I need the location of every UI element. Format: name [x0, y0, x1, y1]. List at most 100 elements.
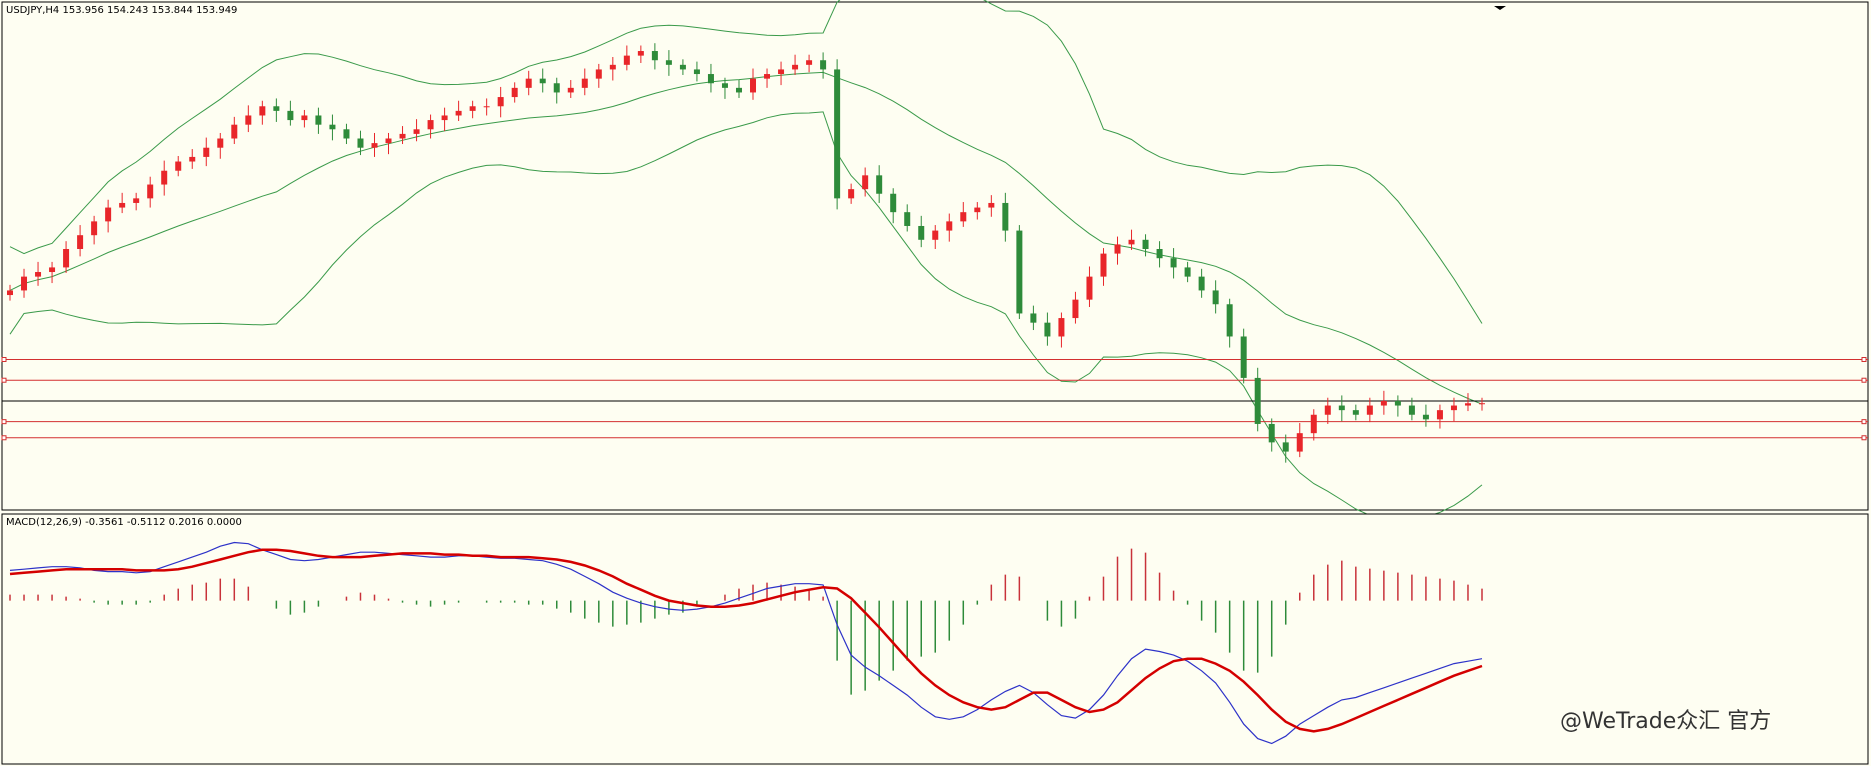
candle-body: [1086, 276, 1093, 300]
candle-body: [301, 115, 308, 121]
candle-body: [862, 175, 869, 190]
candle-body: [525, 78, 532, 88]
candle-body: [105, 207, 112, 222]
candle-body: [119, 202, 126, 208]
candle-body: [623, 55, 630, 65]
candle-body: [974, 207, 981, 213]
candle-body: [904, 212, 911, 226]
candle-body: [245, 115, 252, 125]
candle-body: [651, 51, 658, 61]
candle-body: [63, 249, 70, 268]
candle-body: [497, 97, 504, 107]
candle-body: [315, 115, 322, 125]
candle-body: [1002, 202, 1009, 231]
candle-body: [890, 193, 897, 213]
candle-body: [1142, 239, 1149, 249]
candle-body: [1408, 405, 1415, 415]
candle-body: [1030, 313, 1037, 323]
candle-body: [1324, 405, 1331, 415]
candle-body: [273, 106, 280, 111]
candle-body: [77, 235, 84, 249]
candle-body: [693, 69, 700, 75]
candle-body: [539, 78, 546, 84]
candle-body: [1436, 410, 1443, 420]
candle-body: [1240, 336, 1247, 378]
level-handle-right-0[interactable]: [1861, 357, 1867, 362]
macd-line: [9, 541, 1483, 745]
candle-body: [1450, 405, 1457, 411]
candle-body: [1422, 414, 1429, 420]
candle-body: [49, 267, 56, 273]
candle-body: [581, 78, 588, 88]
candle-body: [1479, 403, 1485, 405]
level-handle-left-3[interactable]: [1, 419, 7, 425]
candle-body: [161, 170, 168, 185]
candle-body: [287, 110, 294, 121]
candle-body: [21, 276, 28, 291]
candle-body: [679, 64, 686, 70]
candle-body: [834, 69, 841, 199]
candle-body: [1058, 318, 1065, 337]
candle-body: [147, 184, 154, 199]
candle-body: [1198, 276, 1205, 291]
candle-body: [1464, 403, 1471, 406]
candle-body: [91, 221, 98, 236]
bollinger-middle-band: [9, 71, 1483, 405]
level-handle-right-3[interactable]: [1861, 419, 1867, 425]
candle-body: [1016, 230, 1023, 314]
candle-body: [1114, 244, 1121, 254]
candle-body: [469, 106, 476, 111]
candle-body: [1212, 290, 1219, 305]
candle-body: [371, 143, 378, 148]
candle-body: [735, 87, 742, 93]
macd-panel: [9, 541, 1483, 745]
level-handle-right-4[interactable]: [1861, 435, 1867, 441]
candle-body: [357, 138, 364, 148]
candle-body: [1310, 414, 1317, 434]
candle-body: [1170, 258, 1177, 268]
candle-body: [413, 129, 420, 134]
candle-body: [217, 138, 224, 148]
top-marker: [1494, 6, 1506, 10]
candle-body: [721, 83, 728, 88]
candle-body: [707, 74, 714, 84]
level-handle-right-1[interactable]: [1861, 377, 1867, 383]
candle-body: [609, 64, 616, 70]
candle-body: [399, 133, 406, 139]
candle-body: [553, 83, 560, 93]
price-panel-title: USDJPY,H4 153.956 154.243 153.844 153.94…: [6, 5, 237, 16]
candle-body: [1338, 405, 1345, 411]
candle-body: [1366, 405, 1373, 415]
candle-body: [231, 124, 238, 139]
candle-body: [595, 69, 602, 79]
candle-body: [259, 106, 266, 116]
candle-body: [665, 60, 672, 65]
candle-body: [806, 60, 813, 65]
candle-body: [385, 138, 392, 144]
bollinger-upper-band: [9, 0, 1483, 324]
candle-body: [1282, 442, 1289, 452]
candle-body: [1380, 400, 1387, 406]
candle-body: [35, 272, 42, 277]
candle-body: [7, 290, 13, 296]
candle-body: [637, 51, 644, 56]
macd-signal-line: [9, 548, 1483, 733]
candle-body: [932, 230, 939, 240]
level-handle-left-0[interactable]: [1, 357, 7, 362]
candle-body: [764, 74, 771, 79]
candle-body: [189, 156, 196, 162]
bollinger-lower-band: [9, 111, 1483, 521]
price-panel-frame: [1, 1, 1869, 511]
candle-body: [441, 115, 448, 121]
candle-body: [427, 120, 434, 130]
candle-body: [343, 129, 350, 139]
candle-body: [1394, 400, 1401, 406]
candle-body: [1254, 377, 1261, 424]
candle-body: [1296, 433, 1303, 452]
candle-body: [1128, 239, 1135, 245]
candle-body: [960, 212, 967, 222]
candle-body: [988, 202, 995, 208]
level-handle-left-1[interactable]: [1, 377, 7, 383]
candle-body: [792, 64, 799, 70]
level-handle-left-4[interactable]: [1, 435, 7, 441]
